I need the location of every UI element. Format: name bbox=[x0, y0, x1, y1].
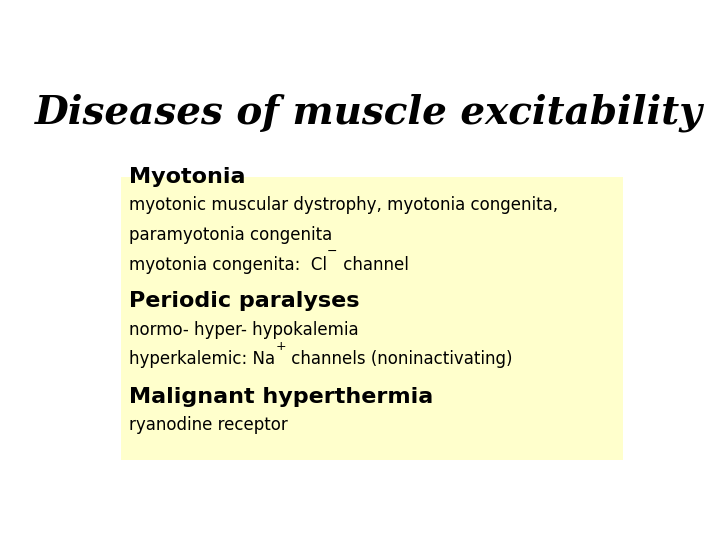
Text: channels (noninactivating): channels (noninactivating) bbox=[286, 350, 513, 368]
Text: Myotonia: Myotonia bbox=[129, 167, 246, 187]
Text: Periodic paralyses: Periodic paralyses bbox=[129, 292, 359, 312]
Text: Malignant hyperthermia: Malignant hyperthermia bbox=[129, 387, 433, 407]
Text: myotonic muscular dystrophy, myotonia congenita,: myotonic muscular dystrophy, myotonia co… bbox=[129, 196, 558, 214]
Text: +: + bbox=[275, 340, 286, 353]
Text: −: − bbox=[327, 245, 338, 258]
Text: Diseases of muscle excitability: Diseases of muscle excitability bbox=[35, 94, 703, 132]
Text: myotonia congenita:  Cl: myotonia congenita: Cl bbox=[129, 255, 327, 274]
Text: channel: channel bbox=[338, 255, 408, 274]
Text: normo- hyper- hypokalemia: normo- hyper- hypokalemia bbox=[129, 321, 359, 339]
Text: hyperkalemic: Na: hyperkalemic: Na bbox=[129, 350, 275, 368]
FancyBboxPatch shape bbox=[121, 177, 623, 460]
Text: paramyotonia congenita: paramyotonia congenita bbox=[129, 226, 333, 244]
Text: ryanodine receptor: ryanodine receptor bbox=[129, 416, 288, 434]
